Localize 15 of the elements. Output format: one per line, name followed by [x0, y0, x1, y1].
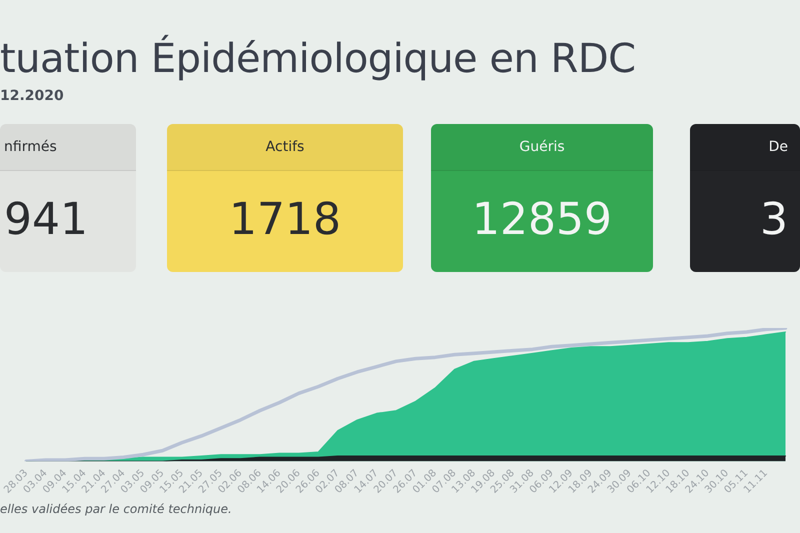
data-label: 3 [759, 193, 789, 247]
text: 12.2020 [0, 88, 64, 104]
data-label: 12859 [471, 193, 613, 247]
data-label: 1718 [228, 193, 342, 247]
stat-card: nfirmés 941 [0, 124, 136, 272]
category-label: nfirmés [0, 124, 136, 171]
stat-card: Guéris 12859 [431, 124, 653, 272]
stat-card: De 3 [690, 124, 800, 272]
category-label: Actifs [167, 124, 403, 171]
text: elles validées par le comité technique. [0, 502, 232, 516]
category-label: De [690, 124, 800, 171]
stat-card: Actifs 1718 [167, 124, 403, 272]
text: tuation Épidémiologique en RDC [0, 36, 636, 82]
category-label: Guéris [431, 124, 653, 171]
data-label: 941 [3, 193, 89, 247]
